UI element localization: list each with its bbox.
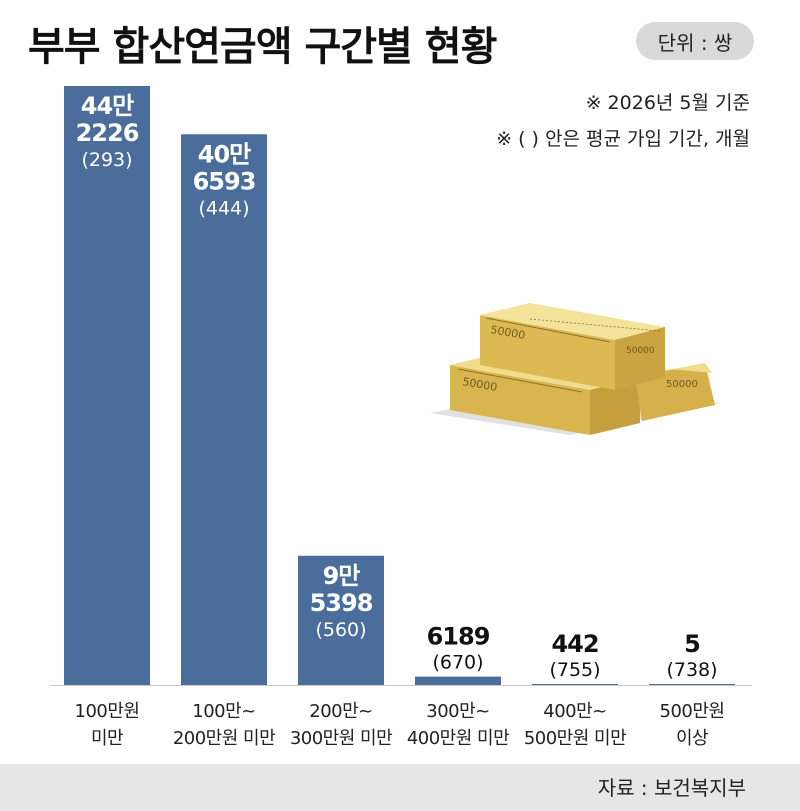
value-label-0-1: 2226 bbox=[76, 119, 139, 147]
value-label-0-0: 44만 bbox=[81, 92, 134, 120]
value-label-3-0: 6189 bbox=[427, 623, 490, 651]
period-label-0: (293) bbox=[81, 149, 132, 171]
category-label-1-0: 100만~ bbox=[192, 701, 256, 722]
category-label-5-0: 500만원 bbox=[660, 701, 725, 722]
period-label-5: (738) bbox=[666, 659, 717, 681]
category-label-4-0: 400만~ bbox=[543, 701, 607, 722]
category-label-3-0: 300만~ bbox=[426, 701, 490, 722]
category-label-2-1: 300만원 미만 bbox=[290, 728, 392, 749]
banknote-label-right: 50000 bbox=[666, 379, 698, 390]
base-date-note: ※ 2026년 5월 기준 bbox=[585, 92, 750, 114]
category-label-4-1: 500만원 미만 bbox=[524, 728, 626, 749]
money-stack-illustration: 50000 50000 50000 50000 bbox=[430, 303, 720, 435]
banknote-label-side: 50000 bbox=[626, 346, 655, 356]
category-label-1-1: 200만원 미만 bbox=[173, 728, 275, 749]
category-label-2-0: 200만~ bbox=[309, 701, 373, 722]
period-label-2: (560) bbox=[315, 619, 366, 641]
value-label-5-0: 5 bbox=[684, 630, 700, 658]
value-label-4-0: 442 bbox=[551, 630, 598, 658]
bar-3 bbox=[415, 676, 501, 685]
bar-4 bbox=[532, 684, 618, 685]
period-label-3: (670) bbox=[432, 652, 483, 674]
source-text: 자료 : 보건복지부 bbox=[597, 776, 746, 800]
category-label-0-1: 미만 bbox=[91, 728, 123, 749]
bar-5 bbox=[649, 684, 735, 685]
category-label-0-0: 100만원 bbox=[75, 701, 140, 722]
unit-badge: 단위 : 쌍 bbox=[636, 22, 754, 60]
value-label-2-1: 5398 bbox=[310, 589, 373, 617]
footer-bar: 자료 : 보건복지부 bbox=[0, 764, 800, 811]
bar-2 bbox=[298, 555, 384, 685]
value-label-1-0: 40만 bbox=[198, 140, 251, 168]
banknote-label-left: 50000 bbox=[461, 375, 498, 394]
banknote-label-top: 50000 bbox=[489, 323, 526, 342]
period-label-4: (755) bbox=[549, 659, 600, 681]
bar-0 bbox=[64, 86, 150, 685]
value-label-2-0: 9만 bbox=[323, 562, 361, 590]
period-label-1: (444) bbox=[198, 197, 249, 219]
page-title: 부부 합산연금액 구간별 현황 bbox=[28, 24, 497, 70]
value-label-1-1: 6593 bbox=[193, 167, 256, 195]
period-note: ※ ( ) 안은 평균 가입 기간, 개월 bbox=[496, 128, 750, 150]
category-label-3-1: 400만원 미만 bbox=[407, 728, 509, 749]
category-label-5-1: 이상 bbox=[676, 728, 708, 749]
bar-1 bbox=[181, 134, 267, 686]
